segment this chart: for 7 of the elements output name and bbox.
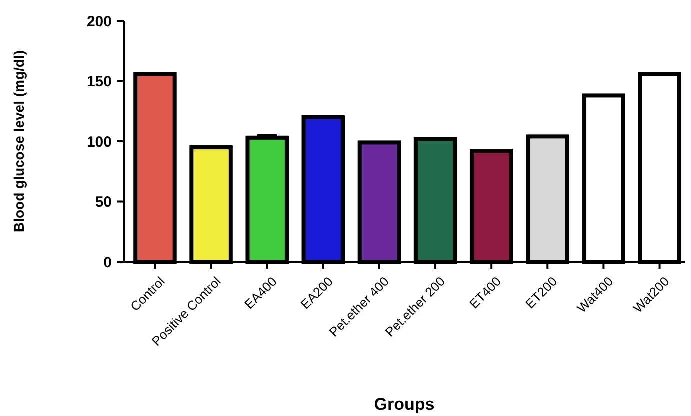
- y-tick-label: 50: [95, 194, 112, 211]
- y-tick-label: 0: [104, 254, 112, 272]
- y-tick-label: 100: [86, 134, 112, 151]
- y-axis-title: Blood glucose level (mg/dl): [11, 50, 27, 233]
- y-tick-label: 150: [86, 74, 112, 90]
- y-tick-label: 200: [86, 13, 112, 30]
- x-axis-title: Groups: [374, 395, 435, 414]
